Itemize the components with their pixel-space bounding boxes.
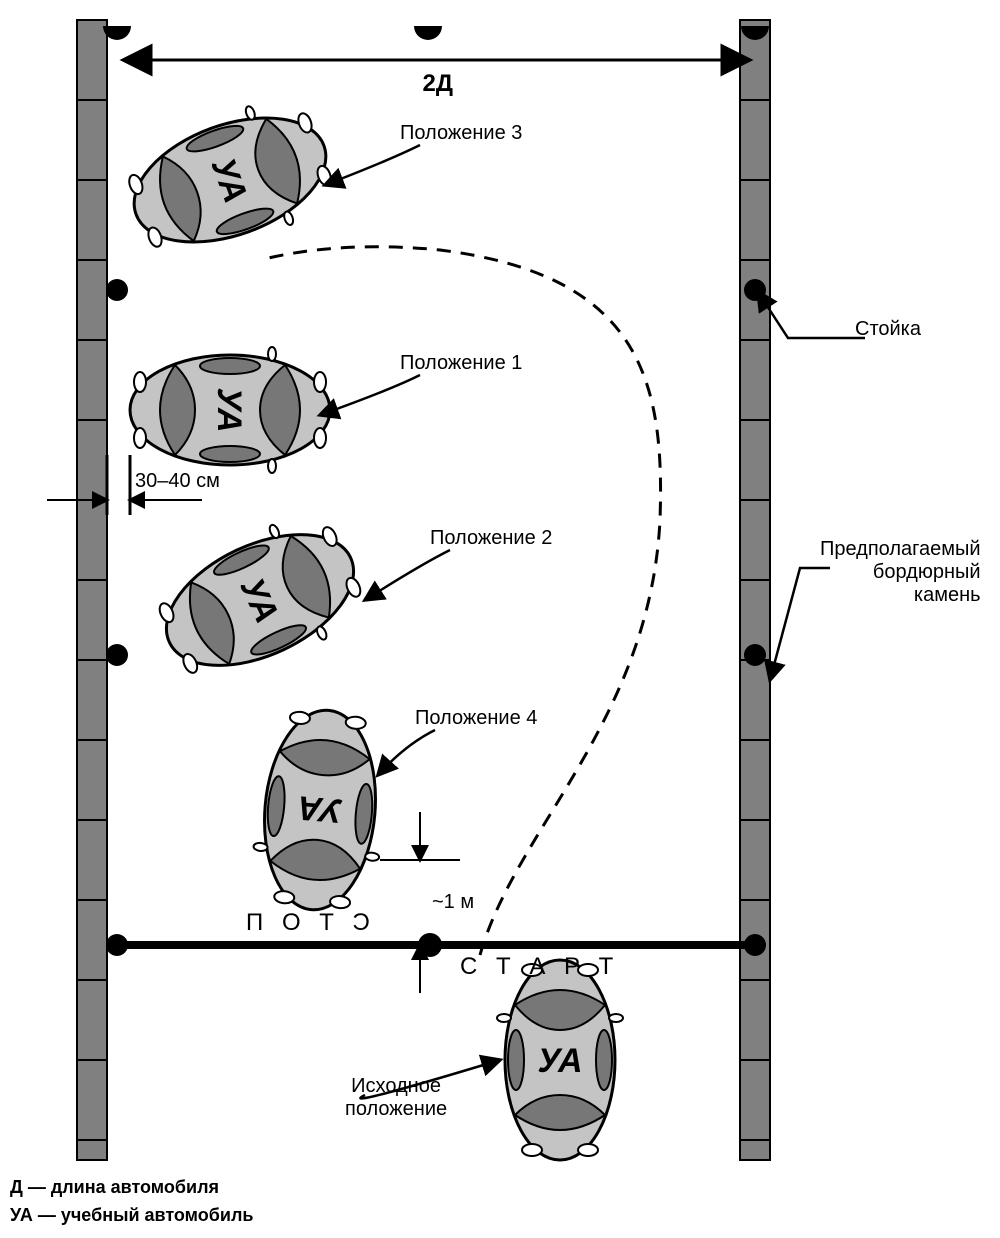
car-start	[497, 960, 623, 1160]
car-pos1	[130, 347, 330, 473]
callout-arrow	[325, 145, 420, 185]
spacing-dim-label: 30–40 см	[135, 470, 220, 493]
traffic-post	[106, 644, 128, 666]
curb	[740, 20, 770, 1160]
legend: Д — длина автомобиля УА — учебный автомо…	[10, 1174, 253, 1230]
position-4-label: Положение 4	[415, 707, 537, 730]
curb	[77, 20, 107, 1160]
callout-arrow	[320, 375, 420, 415]
car-pos4	[249, 705, 392, 915]
position-1-label: Положение 1	[400, 352, 522, 375]
traffic-post	[106, 279, 128, 301]
start-position-label: Исходное положение	[345, 1075, 447, 1121]
marker-semicircle	[414, 26, 442, 40]
stop-line-text: С Т О П	[240, 909, 370, 937]
traffic-post	[744, 644, 766, 666]
post-label: Стойка	[855, 318, 921, 341]
position-2-label: Положение 2	[430, 527, 552, 550]
callout-arrow	[378, 730, 435, 775]
diagram-canvas: УА	[0, 0, 1000, 1238]
car-pos3	[114, 87, 345, 274]
legend-ua: УА — учебный автомобиль	[10, 1202, 253, 1230]
start-line-text: С Т А Р Т	[460, 953, 619, 981]
curb-label: Предполагаемый бордюрный камень	[820, 538, 981, 607]
car-pos2	[143, 501, 378, 700]
callout-arrow	[758, 292, 865, 338]
legend-d: Д — длина автомобиля	[10, 1174, 253, 1202]
callout-arrow	[365, 550, 450, 600]
width-dim-label: 2Д	[423, 70, 453, 98]
center-dot	[418, 933, 442, 957]
stop-dim-label: ~1 м	[432, 891, 474, 914]
position-3-label: Положение 3	[400, 122, 522, 145]
